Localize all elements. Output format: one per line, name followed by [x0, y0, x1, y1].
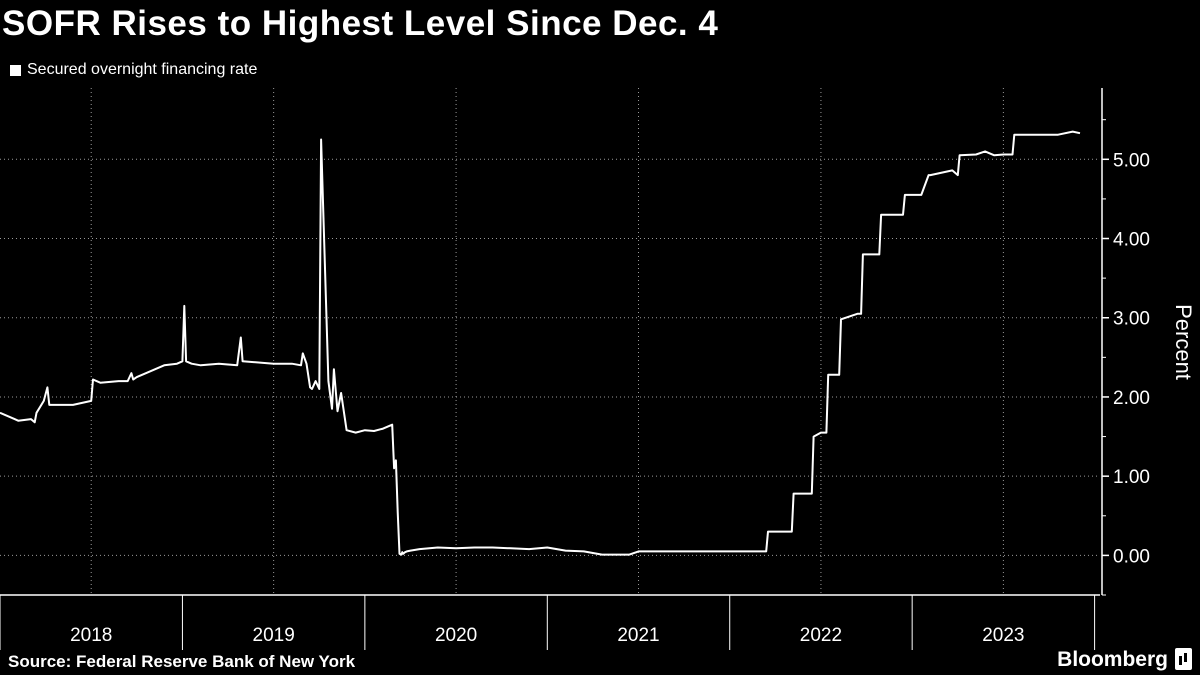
- y-tick-label: 0.00: [1113, 546, 1150, 567]
- x-tick-label: 2021: [617, 625, 659, 646]
- y-axis-title: Percent: [1171, 304, 1196, 380]
- bloomberg-chart-icon: [1175, 648, 1192, 670]
- y-tick-label: 1.00: [1113, 467, 1150, 488]
- x-tick-label: 2019: [253, 625, 295, 646]
- x-tick-label: 2018: [70, 625, 112, 646]
- y-tick-label: 5.00: [1113, 150, 1150, 171]
- x-tick-label: 2020: [435, 625, 477, 646]
- legend: Secured overnight financing rate: [10, 61, 257, 79]
- source-note: Source: Federal Reserve Bank of New York: [8, 652, 356, 671]
- x-tick-label: 2023: [982, 625, 1024, 646]
- y-tick-label: 4.00: [1113, 230, 1150, 251]
- x-tick-label: 2022: [800, 625, 842, 646]
- series-line-sofr: [0, 130, 1081, 556]
- series-layer: [0, 130, 1081, 556]
- y-tick-label: 3.00: [1113, 309, 1150, 330]
- y-tick-label: 2.00: [1113, 388, 1150, 409]
- legend-swatch: [10, 64, 21, 76]
- legend-label: Secured overnight financing rate: [27, 61, 258, 78]
- grid-layer: [0, 88, 1100, 595]
- brand-logo: Bloomberg: [1057, 648, 1168, 671]
- axis-layer: 2018 2019 2020 2021 2022 2023 0.00 1.00 2.00 3.00…: [0, 88, 1150, 650]
- chart-title: SOFR Rises to Highest Level Since Dec. 4: [2, 4, 719, 43]
